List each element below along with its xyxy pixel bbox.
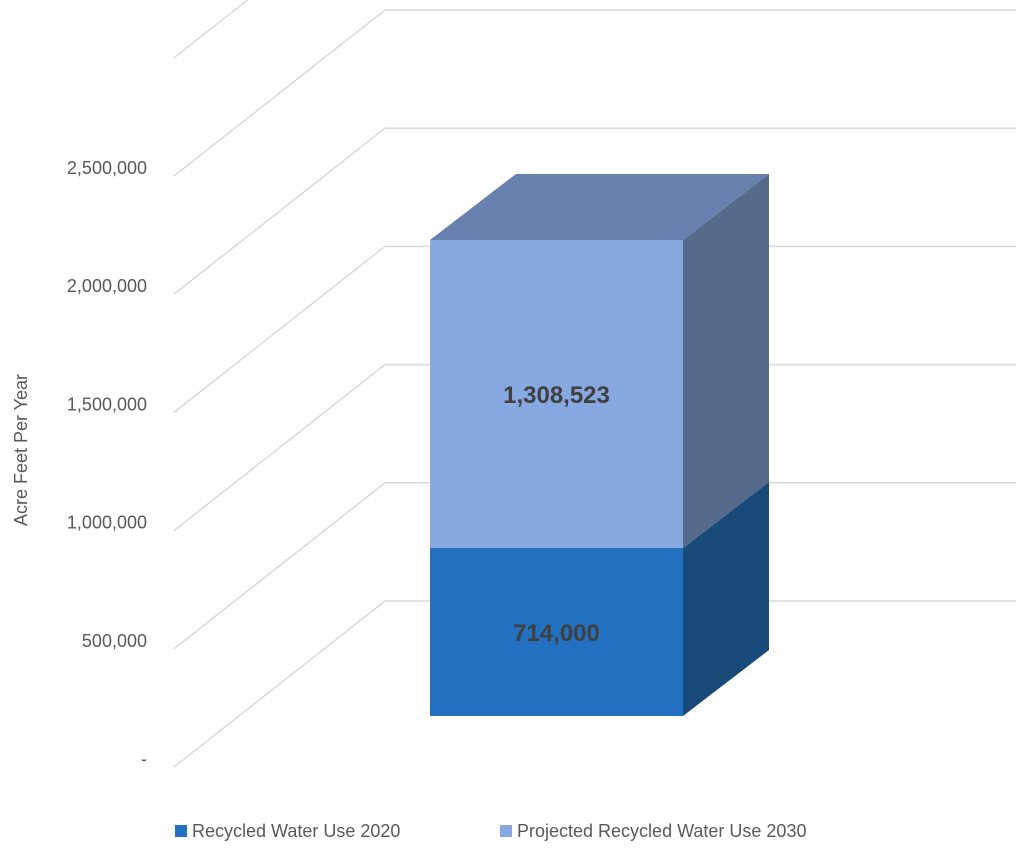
bar-segment-side	[683, 173, 769, 548]
y-tick-label: 500,000	[82, 631, 147, 651]
gridline	[173, 482, 1016, 650]
gridlines	[173, 0, 1016, 768]
y-tick-label: 1,000,000	[67, 513, 147, 533]
legend-label: Recycled Water Use 2020	[192, 821, 400, 841]
bar-segment-front	[430, 239, 683, 548]
legend: Recycled Water Use 2020 Projected Recycle…	[175, 821, 806, 841]
y-tick-label: -	[141, 749, 147, 769]
gridline	[173, 0, 249, 59]
y-tick-label: 2,500,000	[67, 158, 147, 178]
y-axis-title: Acre Feet Per Year	[11, 374, 31, 526]
gridline	[173, 127, 1016, 295]
y-axis-ticks: - 500,000 1,000,000 1,500,000 2,000,000 2,500…	[67, 158, 147, 769]
data-label: 1,308,523	[503, 382, 610, 409]
bar-segment-side	[683, 481, 769, 716]
gridline	[173, 600, 1016, 768]
bar-top	[430, 173, 769, 240]
bars	[430, 173, 769, 716]
gridline	[173, 363, 1016, 532]
gridline	[173, 245, 1016, 413]
data-label: 714,000	[513, 620, 600, 647]
gridline	[173, 9, 1016, 177]
data-labels: 714,000 1,308,523	[503, 382, 610, 647]
legend-label: Projected Recycled Water Use 2030	[517, 821, 806, 841]
y-tick-label: 2,000,000	[67, 276, 147, 296]
bar-segment-front	[430, 547, 683, 716]
legend-swatch	[175, 825, 187, 837]
y-tick-label: 1,500,000	[67, 394, 147, 414]
legend-swatch	[500, 825, 512, 837]
